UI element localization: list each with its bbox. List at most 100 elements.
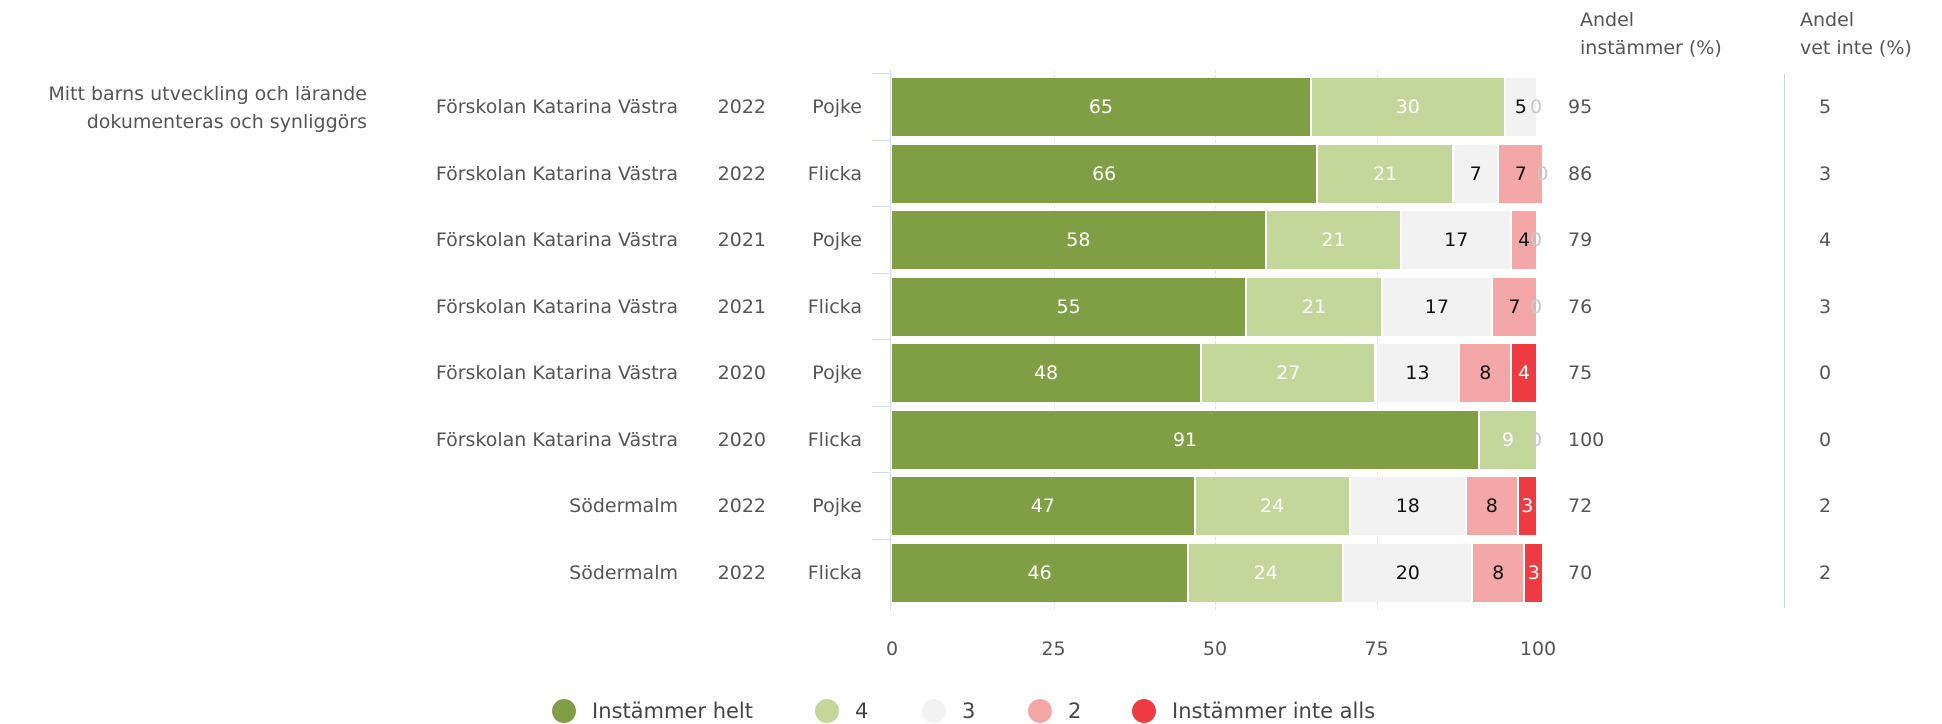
- bar-segment-2: 9: [1479, 410, 1536, 469]
- y-tick-mark: [872, 73, 890, 74]
- y-axis-line: [890, 70, 891, 610]
- y-tick-mark: [872, 538, 890, 540]
- agree-value: 76: [1568, 295, 1593, 318]
- y-tick-mark: [872, 339, 890, 340]
- row-school-label: Förskolan Katarina Västra: [435, 229, 678, 251]
- zero-label: 0: [1529, 428, 1543, 451]
- agree-header: Andel instämmer (%): [1580, 6, 1722, 62]
- unknown-header-line-1: Andel: [1800, 9, 1855, 31]
- legend-label: 4: [855, 699, 869, 723]
- legend-swatch: [552, 699, 576, 723]
- question-line-2: dokumenteras och synliggörs: [86, 111, 367, 133]
- unknown-value: 2: [1819, 561, 1832, 584]
- bar-segment-4: 8: [1460, 344, 1511, 402]
- bar-segment-2: 27: [1202, 344, 1375, 402]
- bar-segment-4: 7: [1499, 144, 1543, 203]
- x-tick-label: 0: [885, 638, 899, 660]
- agree-value: 86: [1568, 162, 1593, 185]
- bar-segment-1: 58: [892, 211, 1265, 269]
- row-school-label: Förskolan Katarina Västra: [435, 362, 678, 384]
- legend-swatch: [815, 699, 839, 723]
- row-school-label: Förskolan Katarina Västra: [435, 96, 678, 118]
- question-label: Mitt barns utveckling och lärande dokume…: [48, 80, 367, 136]
- bar-segment-2: 24: [1195, 477, 1349, 535]
- legend-item: 4: [815, 698, 868, 724]
- row-gender-label: Pojke: [812, 229, 862, 251]
- row-school-label: Förskolan Katarina Västra: [435, 162, 678, 185]
- zero-label: 0: [1529, 96, 1543, 118]
- row-gender-label: Pojke: [812, 495, 862, 517]
- bar-segment-2: 30: [1311, 78, 1504, 136]
- zero-label: 0: [1529, 229, 1543, 251]
- bar-segment-3: 7: [1454, 144, 1498, 203]
- unknown-value: 0: [1819, 428, 1832, 451]
- bar-segment-4: 7: [1492, 277, 1536, 336]
- legend-swatch: [1028, 699, 1052, 723]
- bar-segment-1: 46: [892, 543, 1188, 602]
- bar-segment-1: 47: [892, 477, 1194, 535]
- y-tick-mark: [872, 139, 890, 141]
- bar-segment-4: 4: [1512, 211, 1536, 269]
- y-tick-mark: [872, 472, 890, 473]
- agree-value: 95: [1568, 96, 1593, 118]
- legend-label: Instämmer helt: [592, 699, 753, 723]
- question-line-1: Mitt barns utveckling och lärande: [48, 83, 367, 105]
- bar-segment-2: 21: [1266, 211, 1401, 269]
- unknown-header: Andel vet inte (%): [1800, 6, 1912, 62]
- legend-label: 3: [962, 699, 976, 723]
- x-tick-label: 50: [1202, 638, 1228, 660]
- bar-segment-2: 21: [1247, 277, 1381, 336]
- bar-segment-3: 20: [1344, 543, 1472, 602]
- row-year-label: 2022: [717, 561, 766, 584]
- row-school-label: Förskolan Katarina Västra: [435, 428, 678, 451]
- gridline: [1215, 70, 1216, 610]
- row-gender-label: Flicka: [807, 295, 862, 318]
- y-tick-mark: [872, 206, 890, 207]
- x-tick-label: 75: [1364, 638, 1389, 660]
- row-year-label: 2020: [717, 362, 766, 384]
- bar-segment-4: 8: [1473, 543, 1524, 602]
- zero-label: 0: [1536, 162, 1549, 185]
- unknown-value: 4: [1819, 229, 1832, 251]
- bar-segment-3: 13: [1376, 344, 1459, 402]
- bar-segment-1: 66: [892, 144, 1317, 203]
- separator-line: [1784, 74, 1785, 608]
- agree-value: 70: [1568, 561, 1593, 584]
- legend-label: 2: [1068, 699, 1082, 723]
- row-school-label: Södermalm: [569, 561, 678, 584]
- bar-segment-5: 4: [1512, 344, 1536, 402]
- agree-value: 100: [1568, 428, 1605, 451]
- unknown-value: 5: [1819, 96, 1832, 118]
- legend-item: Instämmer helt: [552, 698, 753, 724]
- unknown-value: 3: [1819, 295, 1832, 318]
- y-tick-mark: [872, 405, 890, 407]
- bar-segment-1: 91: [892, 410, 1478, 469]
- row-year-label: 2021: [717, 229, 766, 251]
- legend-swatch: [922, 699, 946, 723]
- row-gender-label: Flicka: [807, 561, 862, 584]
- row-year-label: 2022: [717, 162, 766, 185]
- unknown-value: 0: [1819, 362, 1832, 384]
- bar-segment-3: 5: [1505, 78, 1536, 136]
- legend-swatch: [1132, 699, 1156, 723]
- bar-segment-2: 24: [1189, 543, 1343, 602]
- y-tick-mark: [872, 272, 890, 274]
- agree-value: 72: [1568, 495, 1593, 517]
- row-year-label: 2021: [717, 295, 766, 318]
- zero-label: 0: [1529, 295, 1543, 318]
- bar-segment-4: 8: [1466, 477, 1517, 535]
- row-gender-label: Pojke: [812, 362, 862, 384]
- row-year-label: 2022: [717, 96, 766, 118]
- legend-label: Instämmer inte alls: [1172, 699, 1376, 723]
- row-school-label: Södermalm: [569, 495, 678, 517]
- unknown-value: 3: [1819, 162, 1832, 185]
- agree-header-line-1: Andel: [1580, 9, 1635, 31]
- bar-segment-1: 65: [892, 78, 1310, 136]
- gridline: [1053, 70, 1055, 610]
- bar-segment-5: 3: [1525, 543, 1543, 602]
- bar-segment-3: 18: [1350, 477, 1465, 535]
- legend-item: 3: [922, 698, 975, 724]
- bar-segment-1: 48: [892, 344, 1201, 402]
- row-year-label: 2022: [717, 495, 766, 517]
- row-gender-label: Pojke: [812, 96, 862, 118]
